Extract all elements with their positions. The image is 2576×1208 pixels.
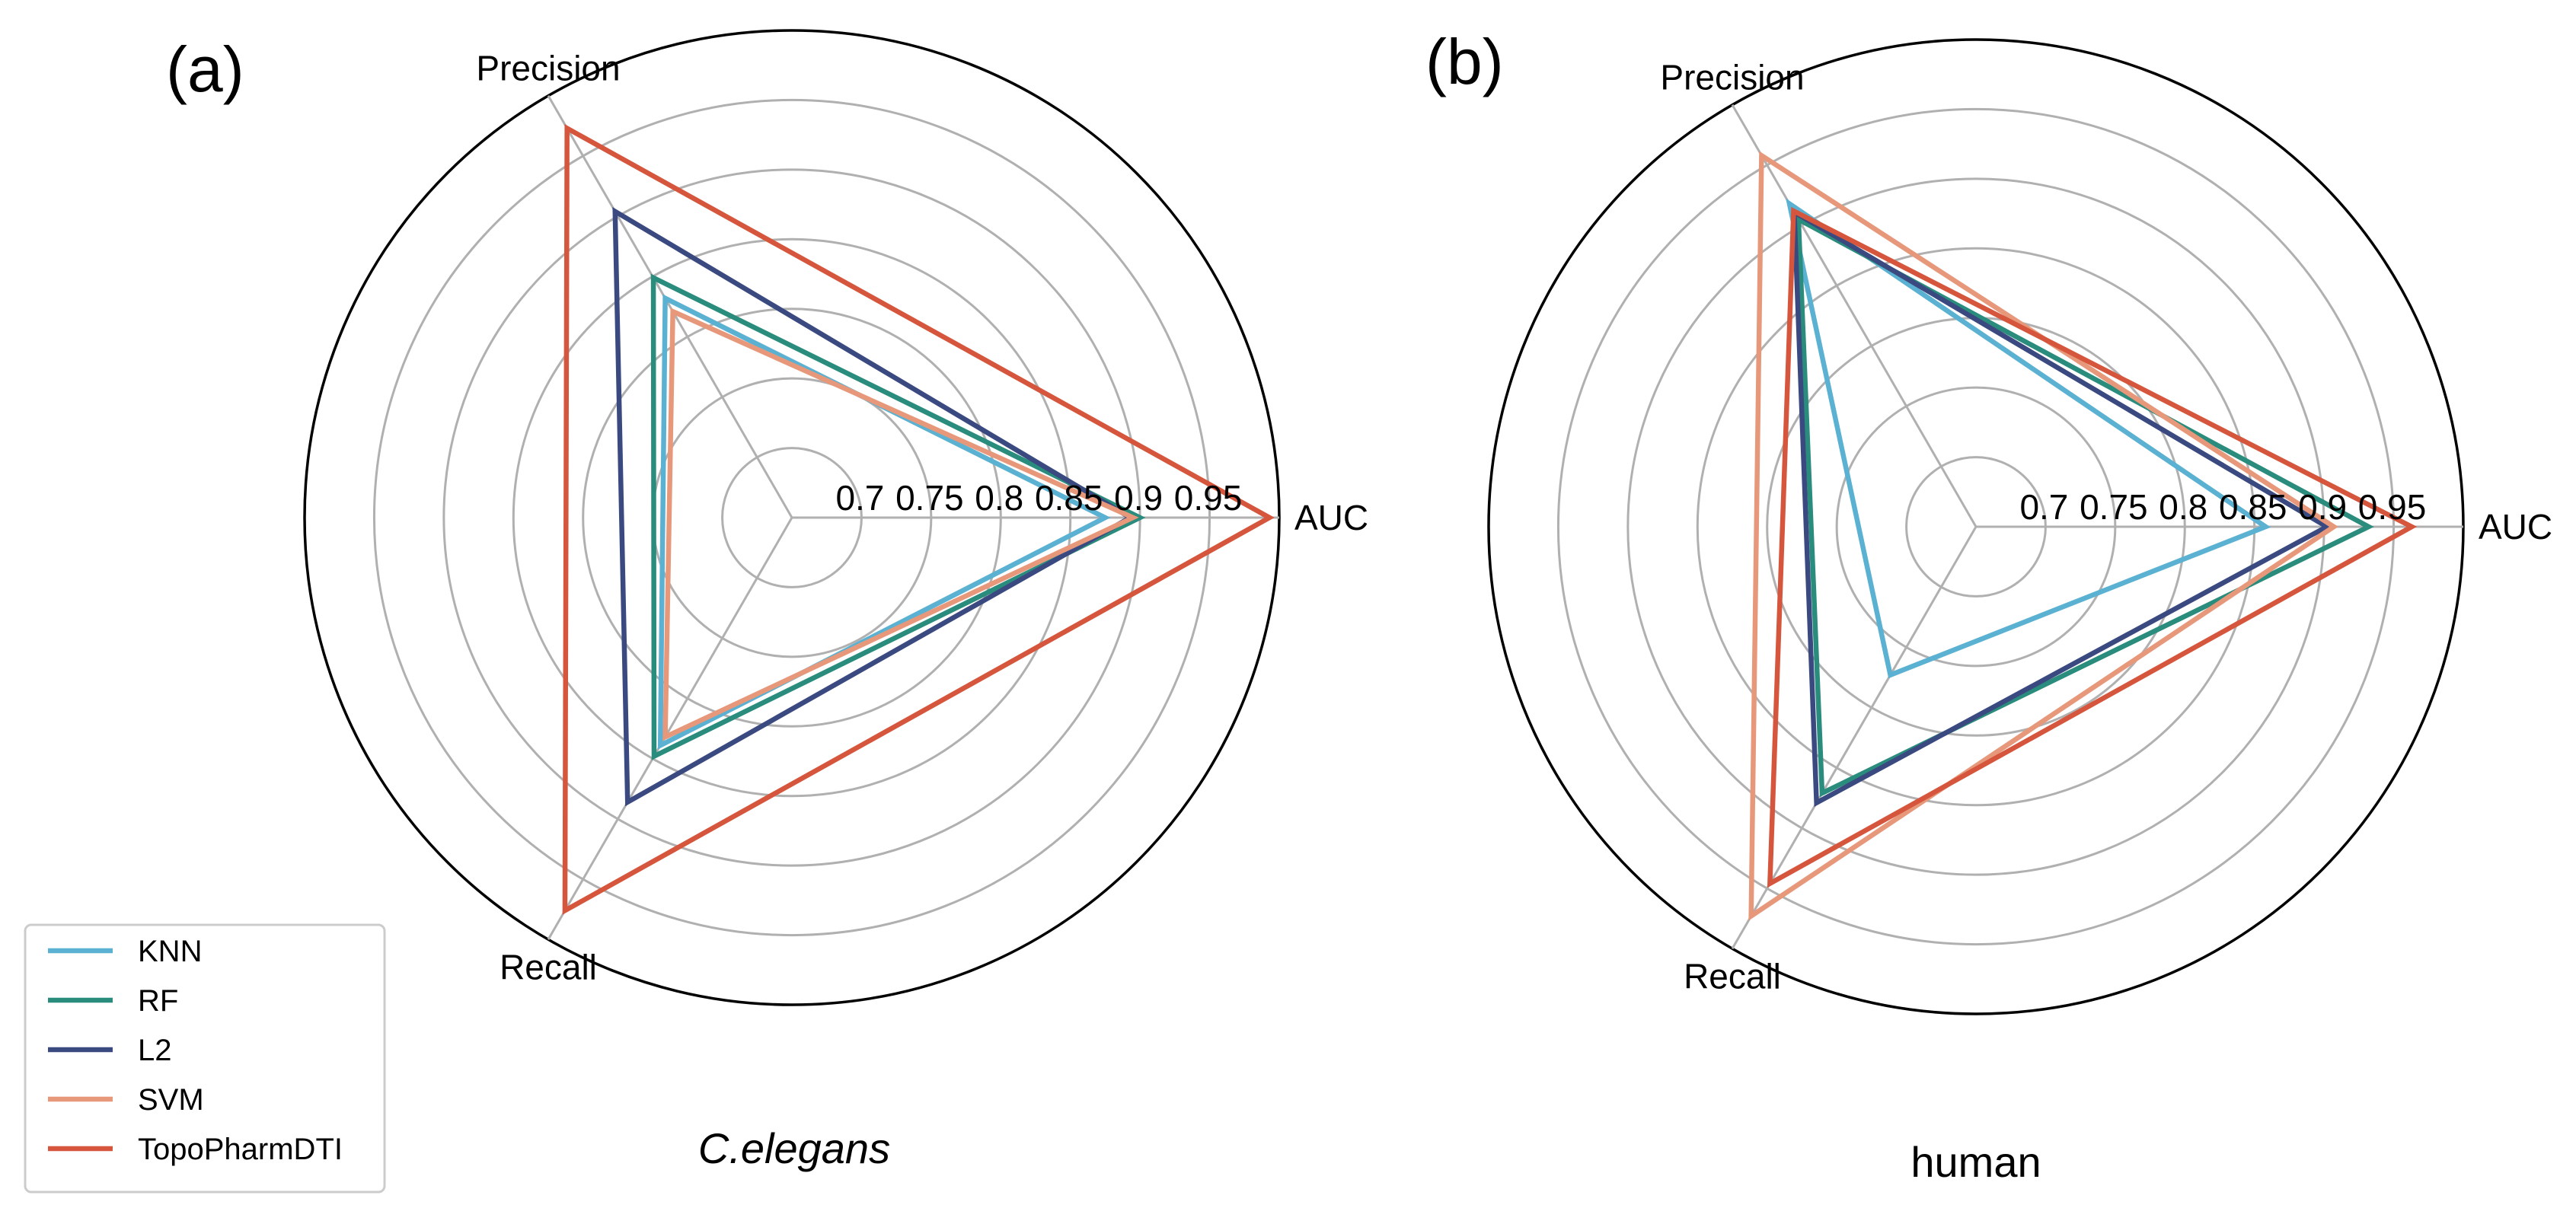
axis-label-recall: Recall [1684, 956, 1781, 996]
axis-spoke [547, 517, 793, 941]
panel-b: 0.7 0.75 0.8 0.85 0.9 0.95 AUC Precision Recall (… [1425, 26, 2552, 1186]
axis-spoke [547, 94, 793, 518]
radial-tick-label: 0.9 [1114, 478, 1163, 518]
radial-tick-label: 0.8 [975, 478, 1023, 518]
panel-label: (b) [1425, 26, 1504, 97]
series-knn-polygon [1786, 198, 2271, 679]
legend: KNN RF L2 SVM TopoPharmDTI [24, 923, 386, 1194]
legend-frame [24, 923, 386, 1194]
series-rf-polygon [1796, 215, 2374, 798]
radial-tick-label: 0.75 [2080, 487, 2148, 527]
series-topopharmdti-polygon [562, 123, 1275, 915]
radial-tick-label: 0.7 [2019, 487, 2068, 527]
radial-tick-label: 0.8 [2159, 487, 2207, 527]
series-svm-polygon [662, 308, 1139, 741]
legend-label: RF [138, 984, 178, 1018]
radial-tick-label: 0.95 [1174, 478, 1243, 518]
panel-caption: human [1910, 1138, 2041, 1186]
series-l2-polygon [612, 206, 1135, 807]
series-l2-polygon [1791, 207, 2332, 807]
legend-label: SVM [138, 1083, 204, 1117]
panel-label: (a) [166, 33, 244, 105]
series-knn-polygon [657, 294, 1111, 750]
panel-caption: C.elegans [698, 1124, 890, 1172]
panel-a: 0.7 0.75 0.8 0.85 0.9 0.95 AUC Precision Recall (… [166, 29, 1368, 1172]
axis-label-auc: AUC [1294, 498, 1368, 537]
legend-label: L2 [138, 1034, 172, 1067]
axis-spoke [1731, 526, 1977, 950]
axis-label-auc: AUC [2479, 507, 2552, 547]
radial-tick-label: 0.85 [1035, 478, 1103, 518]
legend-label: TopoPharmDTI [138, 1133, 343, 1166]
radial-tick-label: 0.85 [2219, 487, 2287, 527]
axis-label-recall: Recall [500, 947, 597, 986]
axis-label-precision: Precision [1660, 58, 1804, 97]
series-rf-polygon [650, 273, 1146, 760]
radial-tick-label: 0.9 [2298, 487, 2347, 527]
radial-tick-label: 0.7 [835, 478, 884, 518]
radial-tick-label: 0.75 [895, 478, 964, 518]
axis-spoke [1731, 104, 1977, 528]
radial-tick-label: 0.95 [2358, 487, 2427, 527]
legend-label: KNN [138, 935, 202, 968]
axis-label-precision: Precision [476, 49, 620, 88]
series-topopharmdti-polygon [1767, 206, 2418, 888]
